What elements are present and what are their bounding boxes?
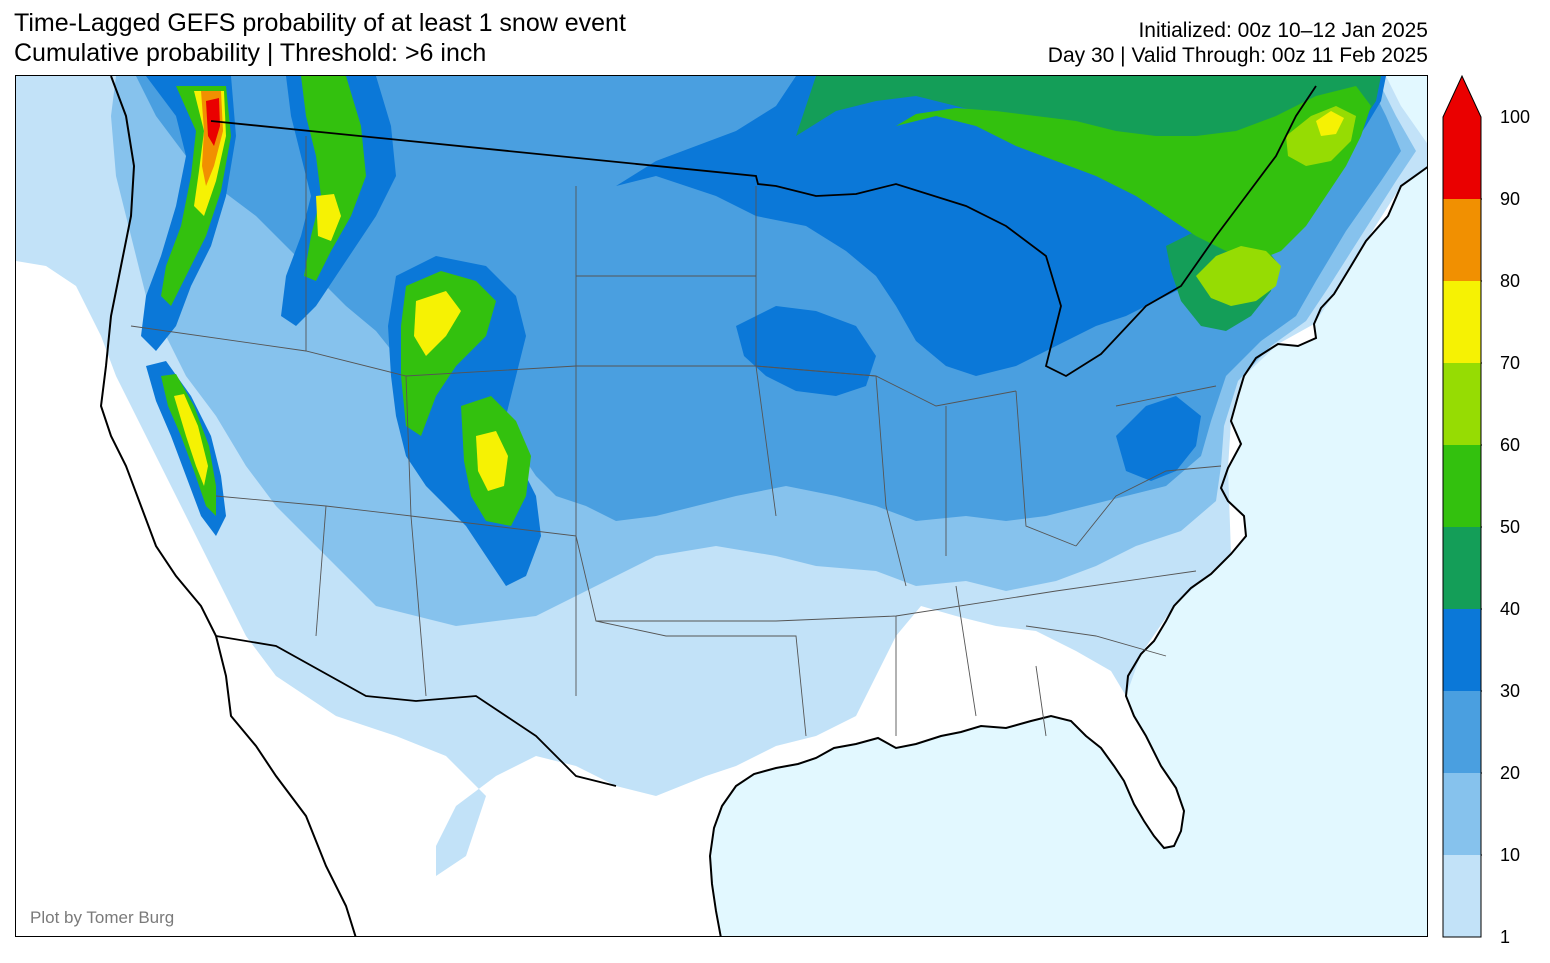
colorbar-tick-label: 90 bbox=[1500, 189, 1521, 209]
prob-fill-colorado-70-80 bbox=[476, 431, 508, 491]
init-line-1: Initialized: 00z 10–12 Jan 2025 bbox=[1138, 19, 1428, 42]
colorbar-tick-label: 20 bbox=[1500, 763, 1521, 783]
colorbar-tick-label: 100 bbox=[1500, 107, 1531, 127]
colorbar-tick-label: 30 bbox=[1500, 681, 1521, 701]
state-borders bbox=[130, 136, 1222, 737]
prob-fill-rockies-central-70-80 bbox=[414, 291, 461, 356]
colorbar-band bbox=[1443, 363, 1481, 445]
prob-fill-sierra-70-80 bbox=[174, 394, 208, 486]
colorbar-tick-label: 60 bbox=[1500, 435, 1521, 455]
prob-fill-30-40-mid-atlantic bbox=[1116, 396, 1201, 481]
map-canvas bbox=[16, 76, 1427, 936]
colorbar-band bbox=[1443, 855, 1481, 937]
prob-fill-rockies-north-70-80 bbox=[316, 194, 341, 241]
prob-fill-60-70 bbox=[1196, 246, 1281, 306]
prob-fill-rockies-north-50-60 bbox=[301, 76, 366, 281]
colorbar-band bbox=[1443, 445, 1481, 527]
colorbar-band bbox=[1443, 199, 1481, 281]
colorbar-band bbox=[1443, 281, 1481, 363]
credit-label: Plot by Tomer Burg bbox=[30, 908, 175, 927]
prob-fill-50-60 bbox=[896, 86, 1371, 261]
colorbar-band bbox=[1443, 691, 1481, 773]
title-line-2: Cumulative probability | Threshold: >6 i… bbox=[14, 39, 487, 67]
colorbar-tick-label: 70 bbox=[1500, 353, 1521, 373]
colorbar-tick-label: 10 bbox=[1500, 845, 1521, 865]
colorbar-band bbox=[1443, 527, 1481, 609]
colorbar-tick-label: 50 bbox=[1500, 517, 1521, 537]
colorbar-band-top bbox=[1443, 76, 1481, 199]
colorbar-tick-label: 80 bbox=[1500, 271, 1521, 291]
colorbar-tick-label: 1 bbox=[1500, 927, 1511, 947]
colorbar-outline bbox=[1442, 75, 1482, 938]
colorbar-band bbox=[1443, 609, 1481, 691]
coastlines bbox=[99, 76, 1427, 936]
colorbar bbox=[1442, 75, 1482, 938]
probability-map: Plot by Tomer Burg bbox=[15, 75, 1428, 937]
init-line-2: Day 30 | Valid Through: 00z 11 Feb 2025 bbox=[1047, 44, 1428, 67]
colorbar-tick-label: 40 bbox=[1500, 599, 1521, 619]
init-info: Initialized: 00z 10–12 Jan 2025 Day 30 |… bbox=[1048, 18, 1428, 68]
chart-title: Time-Lagged GEFS probability of at least… bbox=[14, 8, 626, 68]
title-line-1: Time-Lagged GEFS probability of at least… bbox=[14, 9, 626, 37]
colorbar-band bbox=[1443, 773, 1481, 855]
country-borders bbox=[210, 85, 1317, 787]
prob-fill-70-80 bbox=[1316, 111, 1344, 136]
